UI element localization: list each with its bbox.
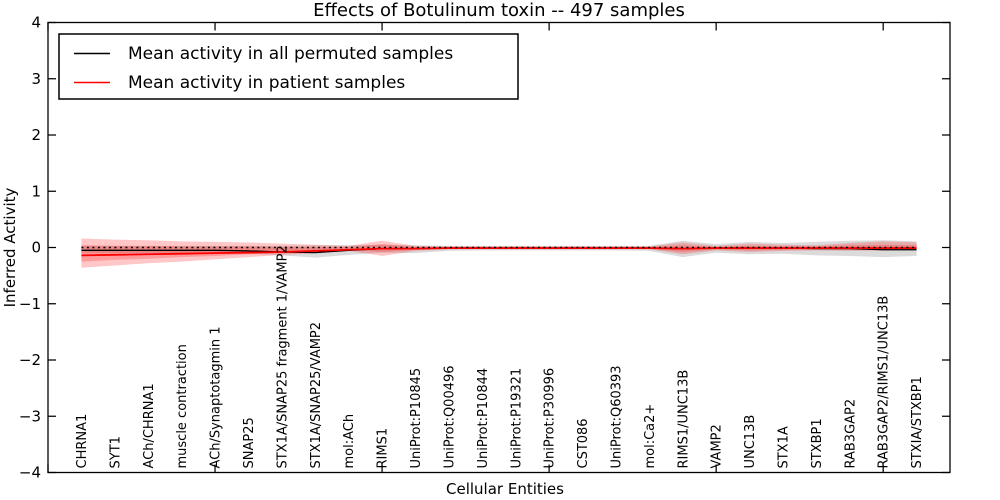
y-tick-label: 4 [31,14,41,32]
x-category-label: RIMS1/UNC13B [676,370,691,469]
y-tick-label: −2 [19,351,41,369]
x-category-label: RIMS1 [376,428,391,469]
y-axis-label: Inferred Activity [1,187,19,307]
y-tick-label: 0 [31,239,41,257]
legend-label-permuted: Mean activity in all permuted samples [128,44,453,64]
x-category-label: CST086 [576,418,591,468]
x-category-label: muscle contraction [175,344,190,468]
legend-box [58,33,519,100]
x-category-label: STX1A/SNAP25 fragment 1/VAMP2 [275,245,290,468]
tick-layer: 4 3 2 1 0 −1 −2 −3 −4 [19,14,950,482]
x-category-label: STXIA/STXBP1 [910,376,925,468]
plot-frame [47,21,951,474]
legend-label-patient: Mean activity in patient samples [128,73,405,93]
x-category-label: UniProt:P30996 [543,368,558,469]
x-category-label: STXBP1 [810,418,825,468]
x-category-label: RAB3GAP2 [843,399,858,469]
y-tick-label: −4 [19,464,41,482]
x-axis-label: Cellular Entities [446,480,564,498]
x-category-label: CHRNA1 [75,414,90,469]
y-tick-label: 3 [31,70,41,88]
x-category-label: STX1A [777,426,792,468]
y-tick-label: 1 [31,182,41,200]
x-category-label: ACh/Synaptotagmin 1 [209,326,224,468]
x-category-label: SYT1 [108,436,123,468]
y-tick-label: −1 [19,295,41,313]
x-category-label: STX1A/SNAP25/VAMP2 [309,322,324,469]
x-category-label: UNC13B [743,415,758,469]
x-category-label: UniProt:P10845 [409,368,424,469]
legend: Mean activity in all permuted samples Me… [58,33,519,100]
x-category-label: UniProt:P19321 [509,368,524,469]
x-category-label: mol:Ca2+ [643,404,658,469]
x-category-label: mol:ACh [342,414,357,469]
chart-title: Effects of Botulinum toxin -- 497 sample… [313,0,685,21]
line-layer [81,246,917,257]
x-category-label: UniProt:P10844 [476,368,491,469]
x-category-label-layer: CHRNA1 SYT1 ACh/CHRNA1 muscle contraction AC… [75,245,925,468]
x-category-label: UniProt:Q60393 [609,365,624,468]
x-category-label: VAMP2 [710,424,725,468]
y-tick-label: −3 [19,407,41,425]
x-category-label: UniProt:Q00496 [442,365,457,468]
patient-band-outer [81,238,917,268]
x-category-label: ACh/CHRNA1 [142,383,157,468]
x-category-label: SNAP25 [242,417,257,468]
x-category-label: RAB3GAP2/RIMS1/UNC13B [877,296,892,469]
y-tick-label: 2 [31,126,41,144]
patient-mean-line [81,247,917,257]
